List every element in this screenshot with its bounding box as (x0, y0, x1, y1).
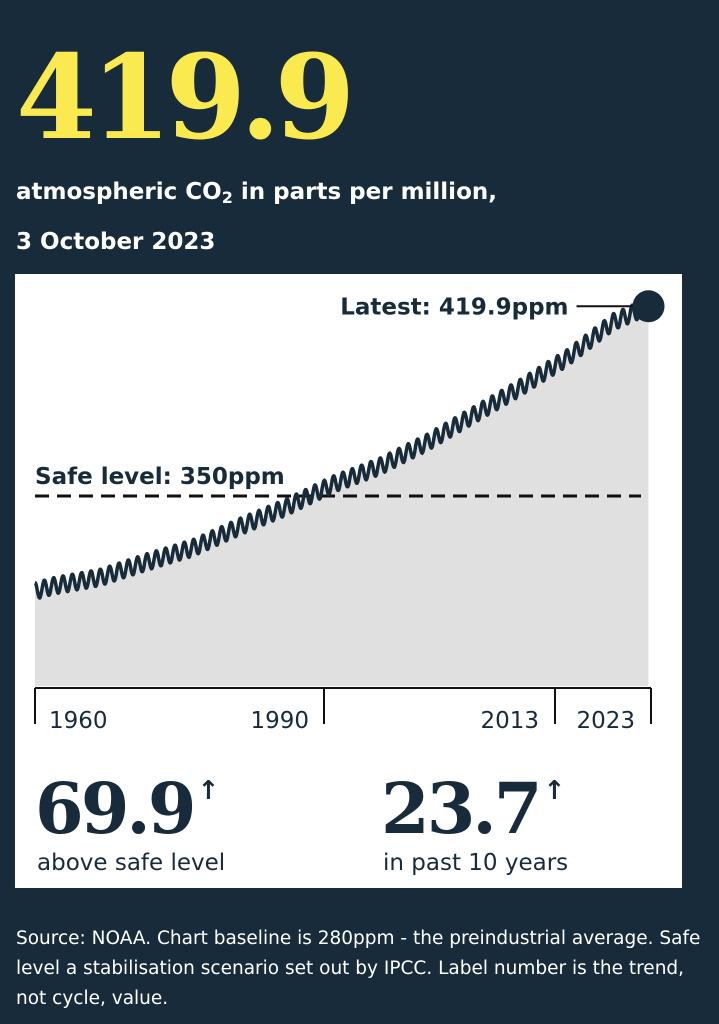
stat-caption: in past 10 years (383, 850, 569, 876)
chart-panel: Safe level: 350ppm Latest: 419.9ppm 1960… (15, 274, 682, 888)
up-arrow-icon: ↑ (197, 776, 220, 806)
co2-chart: Safe level: 350ppm Latest: 419.9ppm 1960… (33, 290, 665, 734)
x-tick-label: 1990 (250, 708, 309, 734)
up-arrow-icon: ↑ (543, 776, 566, 806)
subtitle-post: in parts per million, (232, 179, 497, 205)
co2-line (33, 299, 651, 601)
stat-caption: above safe level (37, 850, 226, 876)
stat-past-10-years: 23.7 ↑ in past 10 years (381, 767, 568, 877)
co2-area (35, 301, 649, 686)
source-footnote: Source: NOAA. Chart baseline is 280ppm -… (16, 928, 701, 1009)
stat-value: 69.9 (35, 767, 196, 850)
subtitle-pre: atmospheric CO (16, 179, 222, 205)
subtitle-subscript: 2 (221, 188, 233, 207)
x-tick-label: 1960 (49, 708, 108, 734)
latest-label: Latest: 419.9ppm (340, 294, 568, 320)
x-tick-label: 2013 (480, 708, 539, 734)
x-axis: 1960 1990 2013 2023 (34, 687, 652, 734)
subtitle: atmospheric CO2 in parts per million, 3 … (16, 170, 497, 264)
subtitle-date: 3 October 2023 (16, 229, 216, 255)
latest-marker (632, 290, 665, 323)
headline-value: 419.9 (16, 30, 355, 166)
x-tick-label: 2023 (576, 708, 635, 734)
safe-level-label: Safe level: 350ppm (35, 464, 285, 490)
stat-value: 23.7 (381, 767, 542, 850)
stat-above-safe: 69.9 ↑ above safe level (35, 767, 225, 877)
